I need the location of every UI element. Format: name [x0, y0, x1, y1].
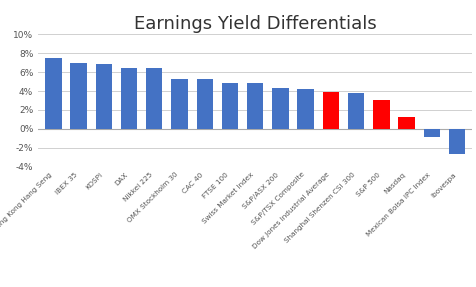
Bar [347, 93, 364, 129]
Bar [120, 68, 137, 129]
Bar [45, 58, 61, 129]
Bar [196, 79, 212, 129]
Bar [70, 63, 87, 129]
Bar [171, 79, 187, 129]
Bar [272, 88, 288, 129]
Bar [372, 100, 389, 129]
Bar [423, 129, 439, 137]
Bar [221, 83, 238, 129]
Bar [397, 117, 414, 129]
Bar [297, 89, 313, 129]
Bar [247, 83, 263, 129]
Title: Earnings Yield Differentials: Earnings Yield Differentials [134, 15, 376, 33]
Bar [146, 68, 162, 129]
Bar [95, 64, 112, 129]
Bar [322, 92, 338, 129]
Bar [448, 129, 464, 154]
